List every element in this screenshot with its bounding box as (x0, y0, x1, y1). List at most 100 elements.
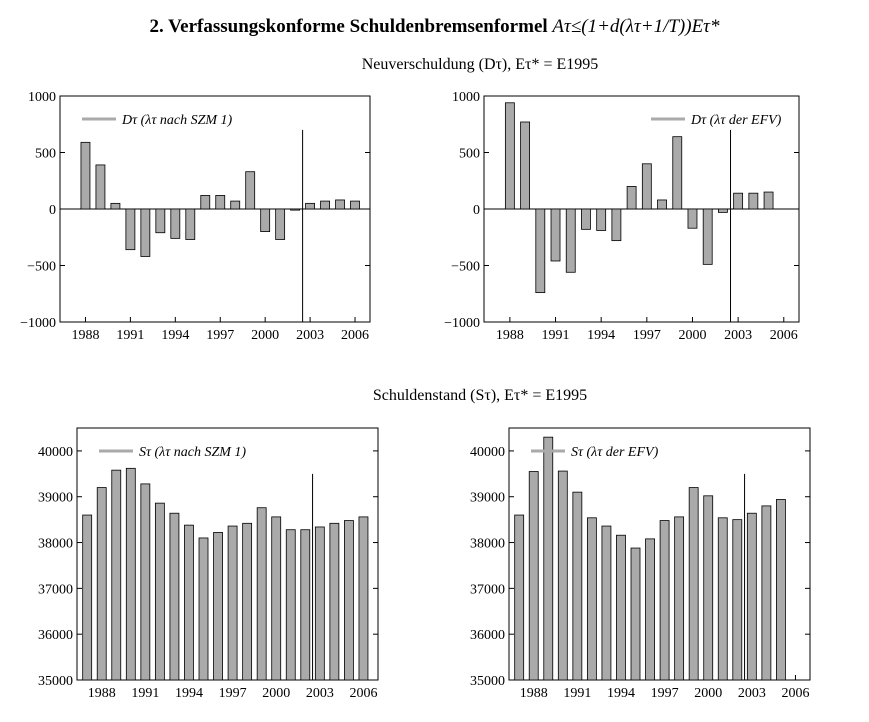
bar (616, 534, 626, 681)
bar (305, 202, 315, 210)
x-tick-label: 1988 (88, 686, 116, 701)
x-tick-label: 2006 (770, 328, 798, 343)
bar (659, 520, 670, 681)
bar (111, 469, 122, 681)
bar (514, 514, 525, 681)
y-tick-label: 0 (473, 203, 480, 218)
x-tick-label: 2003 (724, 328, 752, 343)
y-tick-label: 1000 (28, 90, 56, 105)
bar (125, 208, 136, 251)
bar (672, 136, 683, 210)
bar (260, 208, 271, 233)
bar (275, 208, 286, 240)
chart-schuldenstand-efv: 40000 39000 38000 37000 36000 35000 1988 1991 19… (470, 427, 811, 701)
x-tick-label: 1994 (607, 686, 635, 701)
bar (557, 470, 568, 681)
bar (586, 517, 597, 681)
bar (763, 191, 774, 210)
bar (761, 505, 772, 681)
bar (528, 471, 539, 681)
bar (184, 524, 194, 681)
bar (350, 200, 360, 210)
bar (550, 208, 561, 262)
x-tick-label: 1997 (219, 686, 247, 701)
title-formula: Aτ≤(1+d(λτ+1/T))Eτ* (552, 16, 720, 37)
bar (504, 102, 515, 210)
bar (581, 208, 591, 230)
legend-label: Sτ (λτ nach SZM 1) (139, 445, 246, 460)
x-tick-label: 2000 (678, 328, 706, 343)
bar (641, 163, 652, 210)
chart-schuldenstand-szm1: 40000 39000 38000 37000 36000 35000 1988 1991 19… (38, 427, 379, 701)
bar (82, 514, 93, 681)
bar (657, 199, 667, 210)
x-tick-label: 1997 (206, 328, 234, 343)
bar (300, 529, 311, 681)
bar (702, 208, 713, 265)
bar (200, 195, 211, 210)
y-tick-label: 39000 (38, 491, 73, 506)
bar (227, 525, 238, 681)
bar (543, 436, 554, 681)
bar (155, 208, 166, 234)
x-tick-label: 2000 (694, 686, 722, 701)
bar (80, 141, 91, 210)
bar (242, 522, 253, 681)
y-tick-label: 37000 (38, 582, 73, 597)
bar (95, 164, 106, 210)
bar (125, 467, 136, 681)
bar (140, 483, 151, 681)
bar (169, 512, 180, 681)
y-tick-label: 1000 (452, 90, 480, 105)
y-tick-label: −500 (27, 260, 56, 275)
y-tick-label: 500 (459, 147, 480, 162)
y-tick-label: 40000 (470, 445, 505, 460)
legend-label: Sτ (λτ der EFV) (571, 445, 659, 460)
subtitle-neuverschuldung: Neuverschuldung (Dτ), Eτ* = E1995 (361, 56, 599, 73)
bar (688, 487, 699, 681)
bar (185, 208, 196, 240)
y-tick-label: 39000 (470, 491, 505, 506)
x-tick-label: 1997 (633, 328, 661, 343)
bar (611, 208, 622, 242)
bar (335, 199, 345, 210)
y-tick-label: −500 (451, 260, 480, 275)
bar (344, 520, 354, 681)
y-tick-label: 35000 (38, 674, 73, 689)
bar (170, 208, 181, 239)
x-tick-label: 2003 (306, 686, 334, 701)
bar (703, 495, 714, 681)
legend-label: Dτ (λτ der EFV) (690, 113, 782, 128)
bar (733, 192, 744, 210)
plot-frame (508, 427, 811, 681)
plot-frame (76, 427, 379, 681)
y-tick-label: −1000 (444, 316, 480, 331)
bar (96, 487, 107, 681)
y-tick-label: 0 (49, 203, 56, 218)
bar (520, 121, 530, 210)
x-tick-label: 1994 (161, 328, 189, 343)
bar (776, 499, 786, 681)
y-tick-label: 500 (35, 147, 56, 162)
x-tick-label: 2003 (738, 686, 766, 701)
bar (358, 516, 369, 681)
bar (140, 208, 151, 257)
bar (245, 171, 256, 210)
y-tick-label: 38000 (470, 537, 505, 552)
bar (329, 522, 340, 681)
bar (718, 208, 728, 213)
bar (215, 195, 226, 210)
bar (290, 208, 301, 211)
y-tick-label: 38000 (38, 537, 73, 552)
chart-neuverschuldung-szm1: 1000 500 0 −500 −1000 1988 1991 1994 1997 2000 200… (20, 90, 371, 343)
y-tick-label: 36000 (38, 628, 73, 643)
page-title: 2. Verfassungskonforme Schuldenbremsenfo… (0, 16, 869, 38)
y-tick-label: 35000 (470, 674, 505, 689)
bar (285, 529, 296, 681)
x-tick-label: 1991 (131, 686, 159, 701)
x-tick-label: 1991 (563, 686, 591, 701)
x-tick-label: 2006 (341, 328, 369, 343)
bar (314, 526, 325, 681)
bar (198, 537, 209, 681)
y-tick-label: 37000 (470, 582, 505, 597)
